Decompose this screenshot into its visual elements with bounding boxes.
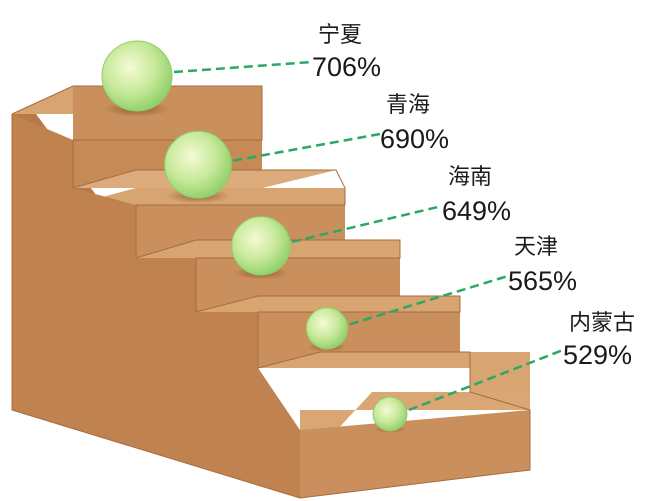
data-ball [231, 216, 291, 276]
leader-line [233, 132, 381, 162]
leader-line [173, 60, 313, 74]
category-label: 青海 [386, 93, 430, 118]
chart-marks: 宁夏 706%青海 690% 海南 649%天津 565% 内蒙古 529% [101, 23, 635, 433]
stair-left-shade [12, 114, 300, 498]
value-label: 706% [312, 52, 381, 82]
step-5-front [300, 410, 530, 498]
category-label: 天津 [514, 235, 558, 260]
step-5-top [258, 352, 470, 368]
staircase [11, 85, 531, 499]
leader-line [291, 204, 443, 244]
data-ball [305, 307, 349, 350]
category-label: 内蒙古 [569, 311, 635, 336]
value-label: 690% [380, 124, 449, 154]
data-ball [372, 396, 408, 432]
step-4-topface [196, 296, 460, 312]
data-ball [101, 40, 173, 112]
data-ball [164, 130, 232, 199]
stair-outline [11, 85, 531, 499]
value-label: 529% [563, 340, 632, 370]
value-label: 565% [508, 266, 577, 296]
category-label: 宁夏 [318, 23, 362, 48]
value-label: 649% [442, 196, 511, 226]
category-label: 海南 [448, 165, 492, 190]
